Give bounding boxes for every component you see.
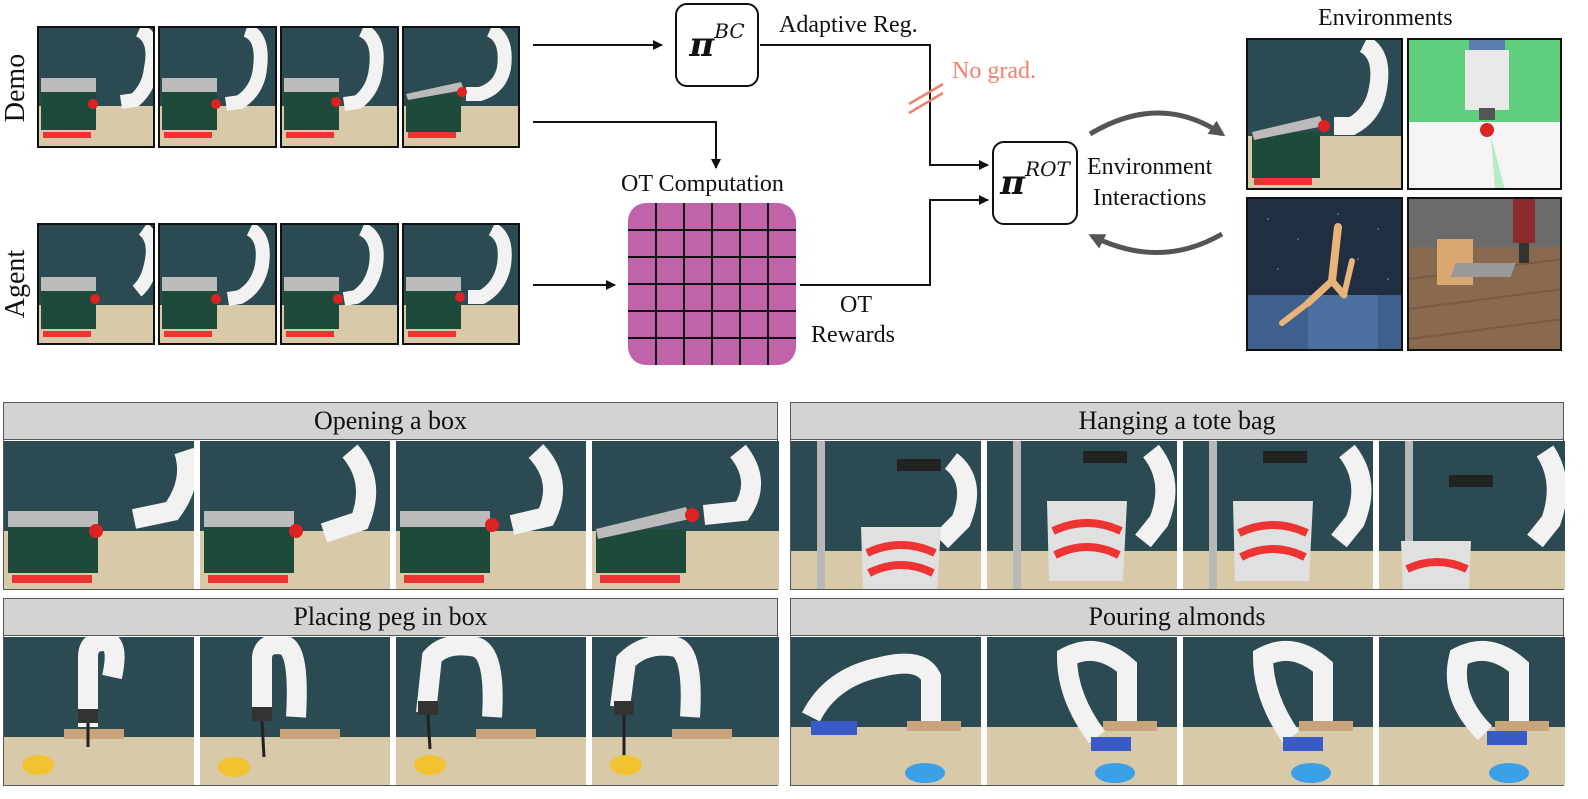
agent-frame-2 (158, 223, 277, 345)
environments-title: Environments (1318, 5, 1453, 31)
policy-bc-symbol: πBC (689, 19, 745, 65)
task-title: Pouring almonds (791, 599, 1563, 636)
ot-computation-label: OT Computation (621, 171, 784, 197)
tote-bag-image (791, 441, 981, 589)
task-frame (1183, 441, 1373, 589)
env-metaworld (1407, 38, 1562, 190)
diagram-connectors (533, 40, 1226, 290)
task-title: Placing peg in box (4, 599, 777, 636)
task-title: Hanging a tote bag (791, 403, 1563, 440)
task-frame (987, 441, 1177, 589)
robot-box-image (160, 225, 275, 343)
demo-frame-4 (402, 26, 520, 148)
peg-box-image (396, 637, 586, 785)
ot-rewards-label-line1: OT (840, 292, 872, 318)
task-panel-tote-bag: Hanging a tote bag (790, 402, 1565, 590)
pouring-image (1379, 637, 1565, 785)
robot-box-image (200, 441, 390, 589)
demo-frame-1 (37, 26, 155, 148)
ot-matrix (628, 203, 796, 365)
task-frame (592, 441, 779, 589)
arrow-bc-to-rot (760, 44, 989, 170)
tote-bag-image (987, 441, 1177, 589)
peg-box-image (592, 637, 779, 785)
task-frame (791, 637, 981, 785)
policy-rot-symbol: πROT (1000, 157, 1070, 203)
peg-box-image (4, 637, 194, 785)
no-grad-mark (908, 91, 944, 115)
adaptive-reg-label: Adaptive Reg. (779, 12, 918, 38)
tote-bag-image (1183, 441, 1373, 589)
peg-box-image (200, 637, 390, 785)
env-dm-control (1246, 197, 1403, 351)
task-frame (1183, 637, 1373, 785)
robot-box-image (592, 441, 779, 589)
demo-frame-2 (158, 26, 277, 148)
policy-bc-box: πBC (675, 3, 759, 87)
pouring-image (987, 637, 1177, 785)
task-frame (1379, 637, 1565, 785)
no-grad-mark (908, 82, 944, 106)
robot-box-image (404, 28, 518, 146)
no-grad-label: No grad. (952, 58, 1036, 84)
task-panel-pouring-almonds: Pouring almonds (790, 598, 1565, 786)
task-frame (4, 441, 194, 589)
task-panel-peg-in-box: Placing peg in box (3, 598, 779, 786)
env-interactions-label-line1: Environment (1087, 154, 1213, 180)
task-frame (1379, 441, 1565, 589)
robot-box-image (396, 441, 586, 589)
tote-bag-image (1379, 441, 1565, 589)
robot-box-image (160, 28, 275, 146)
agent-frame-4 (402, 223, 520, 345)
pouring-image (791, 637, 981, 785)
robot-box-image (4, 441, 194, 589)
robot-box-image (282, 225, 397, 343)
env-real-robot (1246, 38, 1403, 190)
robot-box-image (1248, 40, 1401, 188)
agent-frame-1 (37, 223, 155, 345)
task-frame (987, 637, 1177, 785)
pouring-image (1183, 637, 1373, 785)
task-frame (791, 441, 981, 589)
agent-frame-3 (280, 223, 399, 345)
task-panel-opening-box: Opening a box (3, 402, 779, 590)
walker-image (1248, 199, 1401, 349)
env-robosuite (1407, 197, 1562, 351)
arrow-demo-to-ot (533, 121, 721, 169)
task-frame (200, 441, 390, 589)
task-frame (396, 637, 586, 785)
robosuite-image (1409, 199, 1560, 349)
task-frame (200, 637, 390, 785)
robot-box-image (39, 225, 153, 343)
robot-box-image (282, 28, 397, 146)
task-frame (4, 637, 194, 785)
env-interactions-label-line2: Interactions (1093, 185, 1207, 211)
arrow-from-environment (1088, 231, 1224, 255)
robot-box-image (404, 225, 518, 343)
task-frame (592, 637, 779, 785)
task-frame (396, 441, 586, 589)
robot-box-image (39, 28, 153, 146)
policy-rot-box: πROT (992, 141, 1078, 225)
demo-frame-3 (280, 26, 399, 148)
metaworld-image (1409, 40, 1560, 188)
ot-rewards-label-line2: Rewards (811, 322, 895, 348)
arrow-to-environment (1088, 110, 1226, 137)
task-title: Opening a box (4, 403, 777, 440)
arrow-ot-to-rot (800, 195, 989, 286)
